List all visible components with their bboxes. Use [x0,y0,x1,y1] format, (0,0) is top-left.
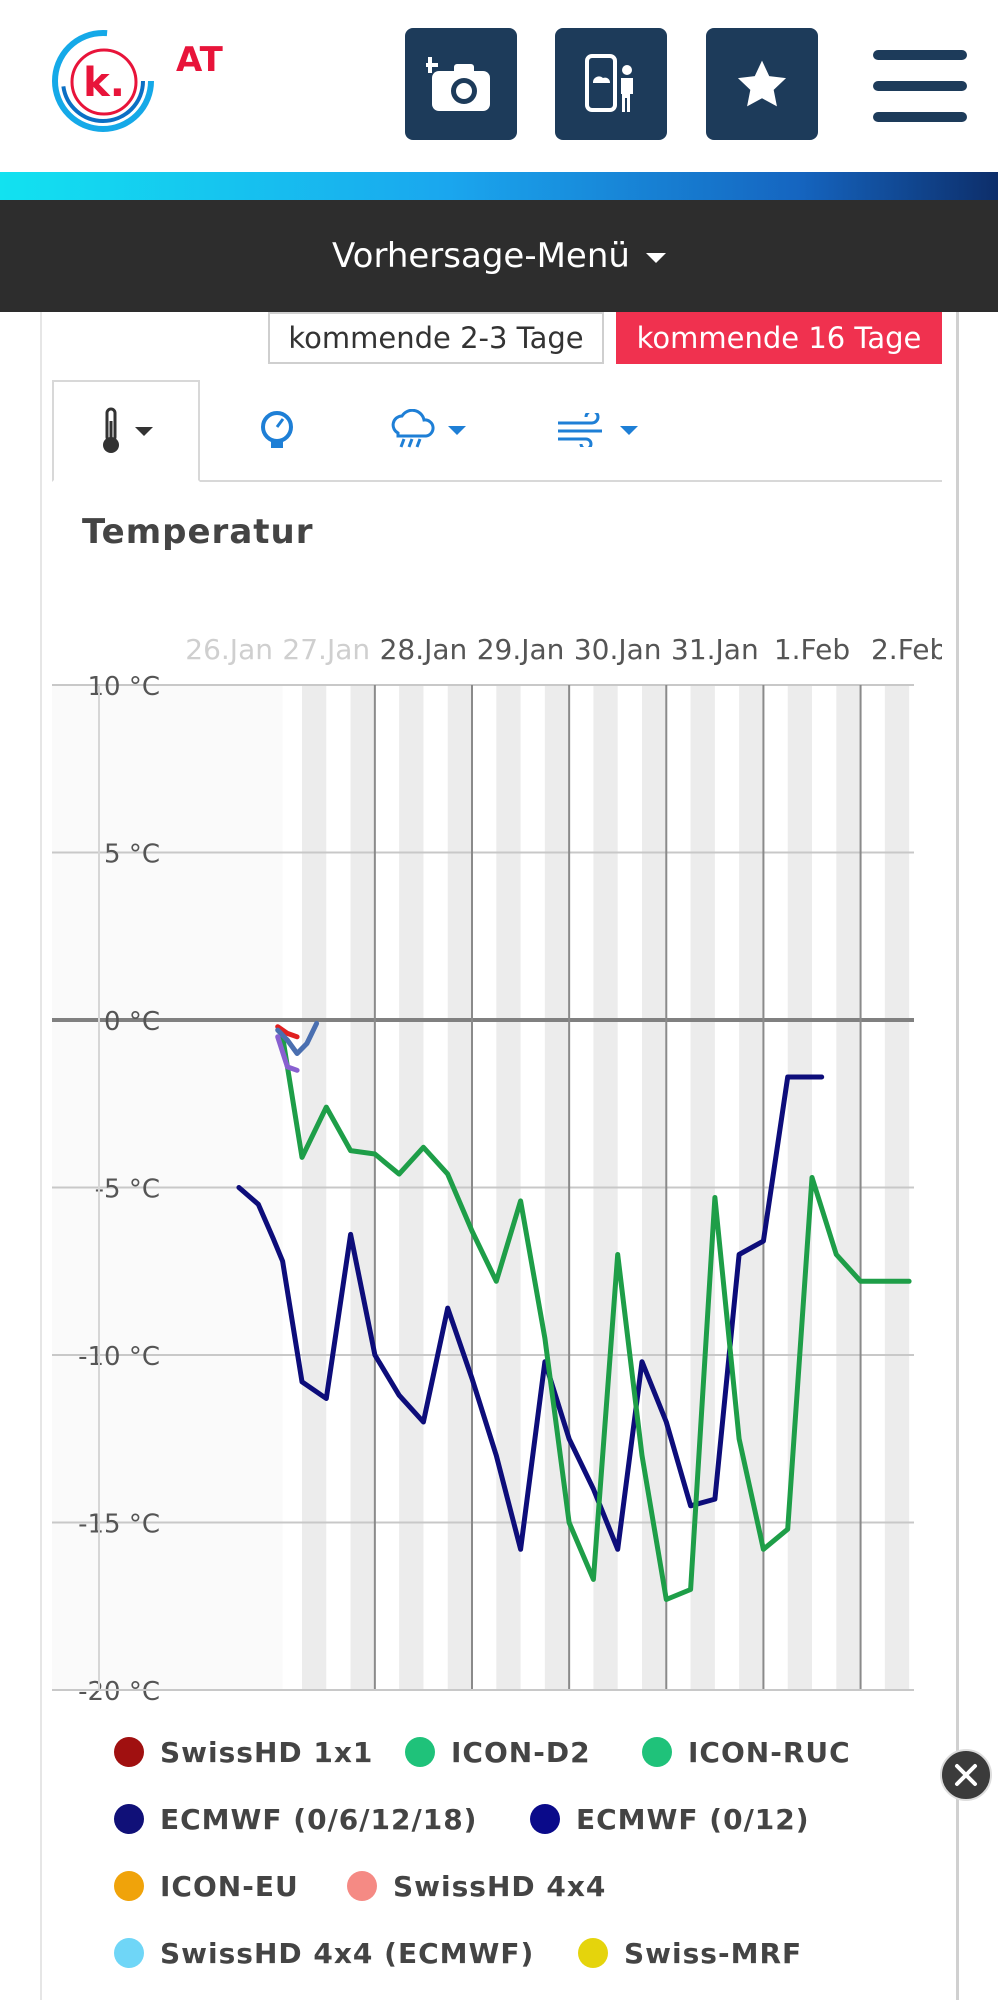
legend-swatch [114,1871,144,1901]
legend-swatch [114,1938,144,1968]
series-line-swiss-mrf [275,1034,300,1073]
brand-gradient-bar [0,172,998,200]
y-tick-label: 5 °C [104,840,160,870]
country-code[interactable]: AT [176,40,223,80]
tab-wind[interactable] [542,380,652,480]
legend-label: Swiss-MRF [624,1936,803,1970]
legend-item[interactable]: SwissHD 4x4 [347,1866,606,1906]
temperature-chart: 10 °C5 °C0 °C-5 °C-10 °C-15 °C-20 °C26.J… [52,633,942,1707]
caret-down-icon [645,253,666,263]
legend-label: SwissHD 4x4 [393,1869,607,1903]
series-line-icon-ruc [275,1020,320,1056]
star-icon [737,60,787,107]
pressure-gauge-icon [261,411,293,448]
forecast-menu-dropdown[interactable]: Vorhersage-Menü [0,200,998,312]
x-tick-label: 30.Jan [574,633,662,666]
series-line-ecmwf-0-6-12-18 [236,1074,825,1552]
legend-label: SwissHD 1x1 [160,1735,374,1769]
section-title: Temperatur [82,512,314,552]
legend-item[interactable]: ECMWF (0/6/12/18) [114,1799,477,1839]
caret-down-icon [135,426,153,436]
legend-item[interactable]: SwissHD 4x4 (ECMWF) [114,1933,534,1973]
weather-report-button[interactable] [555,28,667,140]
tab-temperature[interactable] [52,380,200,482]
y-tick-label: 0 °C [104,1007,160,1037]
forecast-menu-label: Vorhersage-Menü [332,236,630,276]
legend-item[interactable]: ICON-D2 [405,1732,591,1772]
favorites-button[interactable] [706,28,818,140]
thermometer-icon [103,407,119,453]
phone-person-icon [585,54,633,112]
y-tick-label: -5 °C [95,1175,160,1205]
wind-icon [558,413,602,447]
legend-item[interactable]: ECMWF (0/12) [530,1799,810,1839]
legend-swatch [530,1804,560,1834]
legend-swatch [642,1737,672,1767]
legend-swatch [114,1804,144,1834]
legend-item[interactable]: ICON-EU [114,1866,299,1906]
x-tick-label: 1.Feb [774,633,850,666]
legend-label: SwissHD 4x4 (ECMWF) [160,1936,535,1970]
caret-down-icon [448,425,466,435]
x-tick-label: 31.Jan [671,633,759,666]
x-tick-label: 27.Jan [282,633,370,666]
add-photo-button[interactable] [405,28,517,140]
close-icon [955,1764,977,1786]
tab-pressure[interactable] [237,380,317,480]
legend-label: ICON-RUC [688,1735,851,1769]
legend-swatch [347,1871,377,1901]
series-line-icon-d2 [280,1034,912,1602]
legend-swatch [578,1938,608,1968]
parameter-tabs [52,380,942,482]
legend-label: ECMWF (0/6/12/18) [160,1802,478,1836]
hamburger-menu-icon[interactable] [873,50,967,124]
legend-label: ICON-EU [160,1869,299,1903]
legend-label: ICON-D2 [451,1735,591,1769]
legend-item[interactable]: SwissHD 1x1 [114,1732,373,1772]
range-16-days-button[interactable]: kommende 16 Tage [616,312,942,364]
y-tick-label: -15 °C [78,1510,160,1540]
close-button[interactable] [940,1749,992,1801]
legend-item[interactable]: ICON-RUC [642,1732,851,1772]
range-2-3-days-button[interactable]: kommende 2-3 Tage [268,312,604,364]
rain-cloud-icon [391,409,435,448]
series-line-swisshd-1x1 [275,1024,300,1040]
x-tick-label: 2.Feb [871,633,942,666]
legend-label: ECMWF (0/12) [576,1802,810,1836]
logo[interactable]: k. [48,26,163,136]
x-tick-label: 29.Jan [477,633,565,666]
x-tick-label: 26.Jan [185,633,273,666]
x-tick-label: 28.Jan [380,633,468,666]
legend-item[interactable]: Swiss-MRF [578,1933,802,1973]
forecast-card [40,312,959,2000]
y-tick-label: -10 °C [78,1342,160,1372]
camera-add-icon [426,57,490,111]
logo-letter: k. [83,60,125,106]
top-header: k. AT [0,0,998,172]
y-tick-label: -20 °C [78,1677,160,1707]
caret-down-icon [620,425,638,435]
tab-precipitation[interactable] [372,380,482,480]
legend-swatch [405,1737,435,1767]
legend-swatch [114,1737,144,1767]
